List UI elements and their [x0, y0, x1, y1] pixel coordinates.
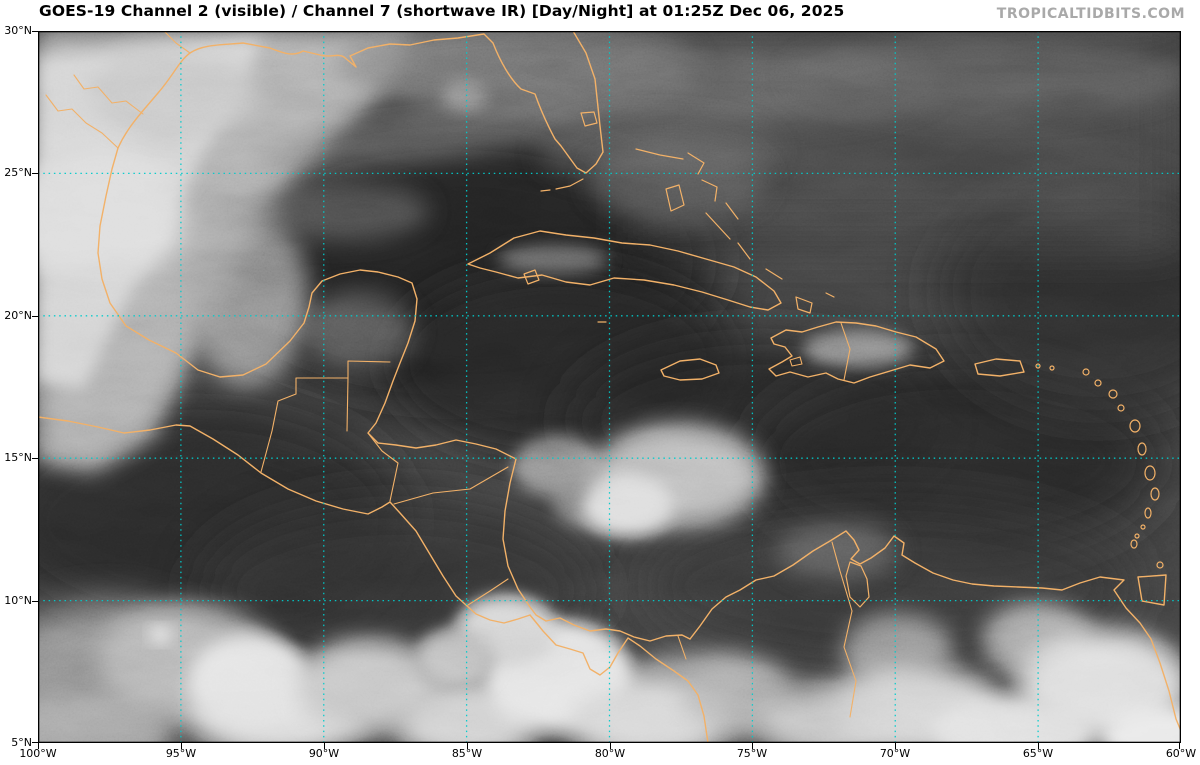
axis-tick [181, 743, 183, 749]
lon-label-85w: 85°W [451, 747, 483, 760]
coastlines [38, 31, 1181, 743]
lon-label-75w: 75°W [736, 747, 768, 760]
axis-tick [1038, 743, 1040, 749]
axis-tick [467, 743, 469, 749]
lat-label-10n: 10°N [4, 594, 32, 607]
lat-label-15n: 15°N [4, 451, 32, 464]
lat-label-25n: 25°N [4, 166, 32, 179]
axis-tick [32, 458, 38, 460]
lat-label-5n: 5°N [11, 736, 32, 749]
lon-label-70w: 70°W [879, 747, 911, 760]
satellite-map-image [38, 31, 1181, 743]
satellite-map-svg [38, 31, 1181, 743]
lon-label-95w: 95°W [165, 747, 197, 760]
lat-label-20n: 20°N [4, 309, 32, 322]
axis-tick [32, 742, 38, 744]
axis-tick [38, 743, 40, 749]
lon-label-90w: 90°W [308, 747, 340, 760]
satellite-imagery [38, 31, 1181, 743]
lat-label-30n: 30°N [4, 24, 32, 37]
map-title: GOES-19 Channel 2 (visible) / Channel 7 … [39, 2, 845, 20]
axis-tick [752, 743, 754, 749]
axis-tick [324, 743, 326, 749]
axis-tick [32, 173, 38, 175]
map-frame [38, 31, 1181, 743]
axis-tick [32, 316, 38, 318]
axis-tick [32, 31, 38, 33]
site-watermark: TROPICALTIDBITS.COM [996, 6, 1185, 22]
axis-tick [32, 601, 38, 603]
axis-tick [1179, 743, 1181, 749]
lon-label-100w: 100°W [19, 747, 57, 760]
gridlines [38, 31, 1181, 743]
lon-label-60w: 60°W [1165, 747, 1197, 760]
lon-label-80w: 80°W [594, 747, 626, 760]
axis-tick [610, 743, 612, 749]
axis-tick [895, 743, 897, 749]
lon-label-65w: 65°W [1022, 747, 1054, 760]
